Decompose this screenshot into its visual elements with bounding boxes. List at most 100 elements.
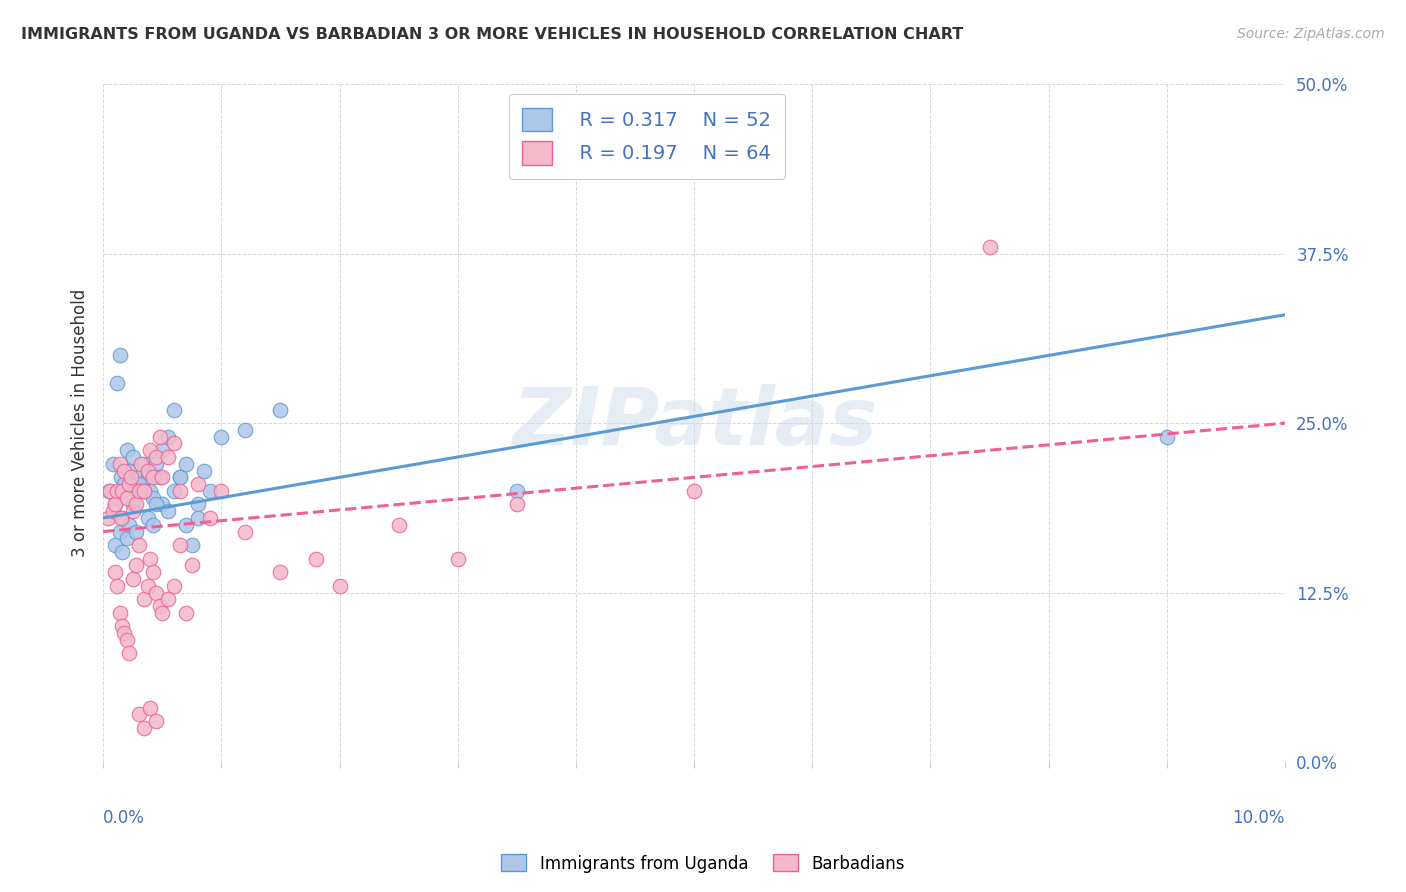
Point	[128, 483, 150, 498]
Text: 0.0%: 0.0%	[103, 809, 145, 827]
Point	[180, 538, 202, 552]
Point	[187, 498, 209, 512]
Point	[129, 457, 152, 471]
Point	[198, 483, 221, 498]
Point	[118, 464, 141, 478]
Point	[142, 517, 165, 532]
Point	[128, 538, 150, 552]
Point	[145, 585, 167, 599]
Point	[139, 443, 162, 458]
Point	[125, 498, 148, 512]
Point	[163, 483, 186, 498]
Point	[233, 423, 256, 437]
Point	[506, 483, 529, 498]
Point	[105, 579, 128, 593]
Point	[98, 483, 121, 498]
Point	[169, 470, 191, 484]
Point	[169, 470, 191, 484]
Point	[142, 470, 165, 484]
Point	[157, 504, 180, 518]
Text: IMMIGRANTS FROM UGANDA VS BARBADIAN 3 OR MORE VEHICLES IN HOUSEHOLD CORRELATION : IMMIGRANTS FROM UGANDA VS BARBADIAN 3 OR…	[21, 27, 963, 42]
Point	[128, 470, 150, 484]
Point	[111, 511, 134, 525]
Point	[169, 483, 191, 498]
Point	[125, 524, 148, 539]
Point	[115, 632, 138, 647]
Point	[121, 450, 143, 464]
Point	[150, 606, 173, 620]
Point	[108, 348, 131, 362]
Point	[145, 714, 167, 729]
Point	[447, 551, 470, 566]
Point	[110, 470, 132, 484]
Point	[145, 498, 167, 512]
Point	[328, 579, 350, 593]
Point	[142, 565, 165, 579]
Point	[105, 376, 128, 390]
Point	[142, 491, 165, 505]
Point	[163, 402, 186, 417]
Point	[115, 531, 138, 545]
Point	[136, 464, 159, 478]
Point	[128, 477, 150, 491]
Point	[115, 443, 138, 458]
Point	[108, 457, 131, 471]
Point	[145, 450, 167, 464]
Point	[125, 558, 148, 573]
Point	[111, 483, 134, 498]
Point	[157, 450, 180, 464]
Point	[98, 483, 121, 498]
Legend:   R = 0.317    N = 52,   R = 0.197    N = 64: R = 0.317 N = 52, R = 0.197 N = 64	[509, 95, 785, 178]
Point	[136, 470, 159, 484]
Point	[104, 498, 127, 512]
Point	[388, 517, 411, 532]
Point	[506, 498, 529, 512]
Point	[139, 551, 162, 566]
Y-axis label: 3 or more Vehicles in Household: 3 or more Vehicles in Household	[72, 289, 89, 558]
Text: ZIPatlas: ZIPatlas	[512, 384, 876, 462]
Point	[163, 436, 186, 450]
Point	[150, 443, 173, 458]
Point	[121, 572, 143, 586]
Point	[269, 402, 291, 417]
Point	[233, 524, 256, 539]
Point	[149, 470, 172, 484]
Point	[105, 483, 128, 498]
Point	[683, 483, 706, 498]
Point	[139, 700, 162, 714]
Point	[169, 538, 191, 552]
Point	[101, 457, 124, 471]
Point	[174, 457, 197, 471]
Point	[150, 470, 173, 484]
Point	[174, 606, 197, 620]
Point	[139, 483, 162, 498]
Point	[269, 565, 291, 579]
Point	[115, 491, 138, 505]
Point	[104, 565, 127, 579]
Point	[187, 477, 209, 491]
Point	[180, 558, 202, 573]
Point	[198, 511, 221, 525]
Point	[134, 592, 156, 607]
Point	[1156, 430, 1178, 444]
Point	[129, 483, 152, 498]
Point	[112, 477, 135, 491]
Point	[108, 524, 131, 539]
Point	[209, 430, 232, 444]
Point	[136, 511, 159, 525]
Point	[112, 626, 135, 640]
Point	[193, 464, 215, 478]
Text: 10.0%: 10.0%	[1233, 809, 1285, 827]
Point	[121, 498, 143, 512]
Point	[118, 517, 141, 532]
Point	[134, 483, 156, 498]
Point	[134, 483, 156, 498]
Point	[125, 483, 148, 498]
Point	[118, 647, 141, 661]
Point	[97, 511, 120, 525]
Point	[108, 606, 131, 620]
Point	[305, 551, 328, 566]
Text: Source: ZipAtlas.com: Source: ZipAtlas.com	[1237, 27, 1385, 41]
Point	[134, 721, 156, 735]
Point	[163, 579, 186, 593]
